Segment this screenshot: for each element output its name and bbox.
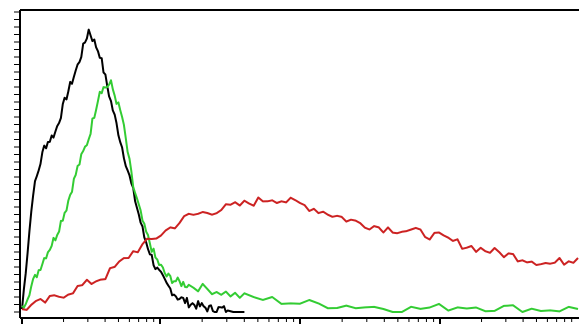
x-axis-ticks (21, 318, 573, 324)
series-layer (21, 28, 579, 313)
y-axis-ticks (14, 11, 20, 313)
series-line-2 (21, 196, 579, 311)
series-line-1 (21, 79, 579, 313)
